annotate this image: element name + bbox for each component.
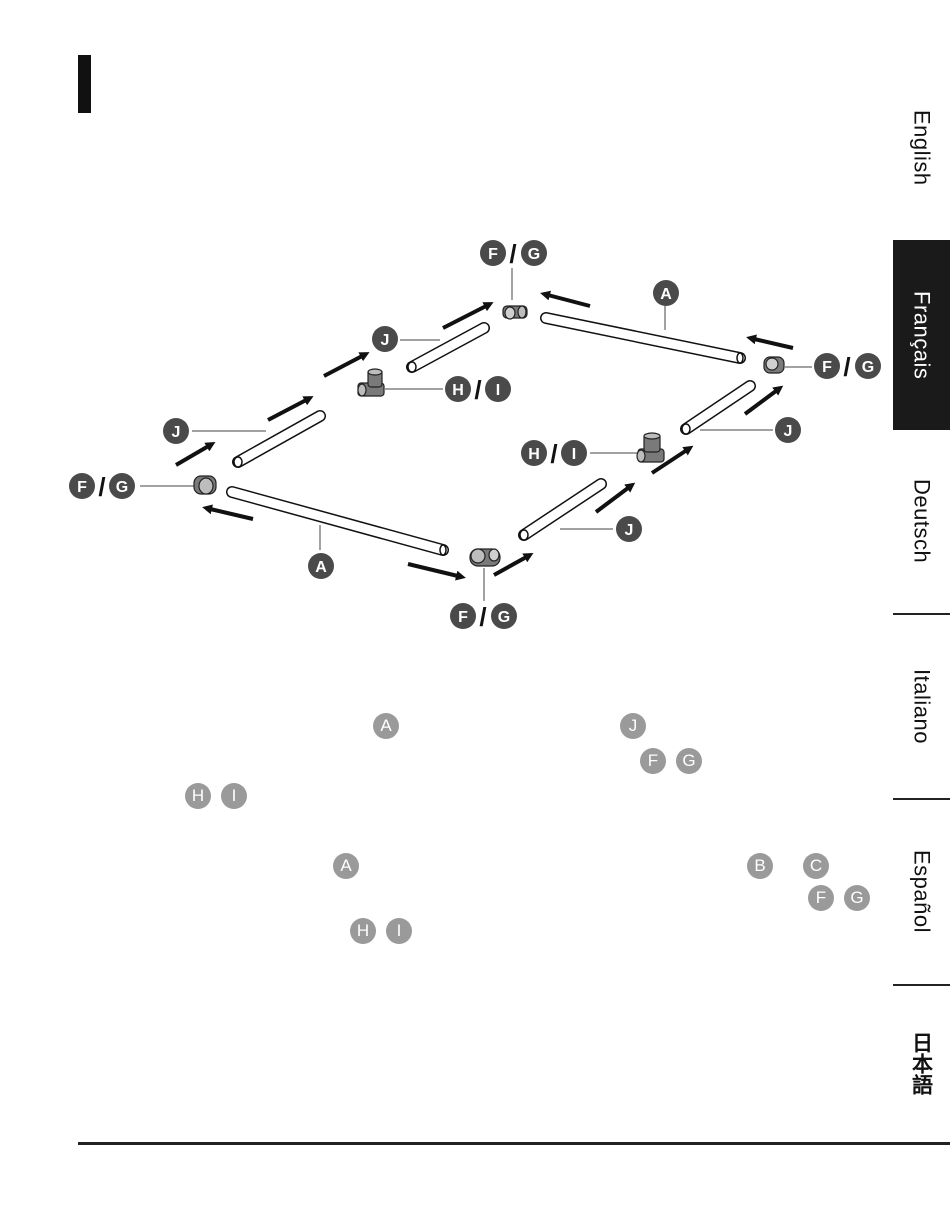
assembly-arrow bbox=[594, 482, 636, 514]
tube-j-upper bbox=[406, 322, 490, 373]
part-ref-h: H bbox=[350, 918, 376, 944]
callout-a-bottom: A bbox=[308, 553, 334, 579]
tee-fitting-right bbox=[636, 432, 665, 463]
assembly-arrow bbox=[323, 352, 370, 378]
assembly-arrow bbox=[174, 441, 216, 467]
badge-slash: / bbox=[843, 352, 850, 382]
language-tab-label: English bbox=[909, 109, 935, 186]
badge-letter: H bbox=[452, 382, 464, 399]
part-ref-h: H bbox=[185, 783, 211, 809]
callout-j-right-lower: J bbox=[616, 516, 642, 542]
badge-letter: F bbox=[77, 479, 87, 496]
language-tab-italiano[interactable]: Italiano bbox=[893, 615, 950, 798]
callout-fg-left: F / G bbox=[69, 472, 135, 502]
divider bbox=[893, 798, 950, 800]
part-ref-j: J bbox=[620, 713, 646, 739]
part-ref-c: C bbox=[803, 853, 829, 879]
language-tab-label: Deutsch bbox=[909, 479, 935, 564]
callout-hi-upper: H / I bbox=[445, 375, 511, 405]
tube-j-right-lower bbox=[518, 478, 607, 541]
assembly-arrow bbox=[540, 290, 591, 308]
badge-letter: I bbox=[496, 382, 500, 399]
tube-j-left bbox=[232, 410, 326, 468]
footer-rule bbox=[78, 1142, 950, 1145]
language-tab-label: Italiano bbox=[909, 669, 935, 744]
part-ref-g: G bbox=[676, 748, 702, 774]
badge-letter: H bbox=[528, 446, 540, 463]
assembly-arrow bbox=[650, 445, 694, 475]
assembly-arrow bbox=[442, 302, 494, 330]
step-marker-bar bbox=[78, 55, 91, 113]
assembly-arrow bbox=[407, 562, 466, 581]
divider bbox=[893, 984, 950, 986]
assembly-arrow bbox=[746, 334, 794, 350]
callout-fg-right: F / G bbox=[814, 352, 881, 382]
badge-letter: F bbox=[488, 246, 498, 263]
language-tab-espanol[interactable]: Español bbox=[893, 800, 950, 984]
language-tab-english[interactable]: English bbox=[893, 55, 950, 240]
language-tab-deutsch[interactable]: Deutsch bbox=[893, 430, 950, 613]
corner-fitting-top bbox=[502, 305, 528, 320]
corner-fitting-right bbox=[763, 356, 785, 374]
language-sidebar: English Français Deutsch Italiano Españo… bbox=[893, 55, 950, 1145]
callout-j-left: J bbox=[163, 418, 189, 444]
badge-letter: I bbox=[572, 446, 576, 463]
part-ref-a: A bbox=[373, 713, 399, 739]
badge-letter: G bbox=[862, 359, 874, 376]
badge-slash: / bbox=[550, 439, 557, 469]
assembly-arrow bbox=[493, 553, 534, 577]
part-ref-f: F bbox=[640, 748, 666, 774]
part-ref-i: I bbox=[386, 918, 412, 944]
tee-fitting-upper bbox=[357, 368, 385, 397]
language-tab-japanese[interactable]: 日本語 bbox=[893, 986, 950, 1141]
badge-letter: J bbox=[172, 424, 181, 441]
tube-j-right-upper bbox=[680, 380, 756, 435]
badge-letter: J bbox=[625, 522, 634, 539]
corner-fitting-bottom bbox=[469, 548, 501, 567]
badge-letter: F bbox=[458, 609, 468, 626]
badge-slash: / bbox=[509, 239, 516, 269]
badge-slash: / bbox=[98, 472, 105, 502]
tube-a-top bbox=[540, 312, 746, 364]
language-tab-label: 日本語 bbox=[909, 1032, 934, 1095]
callout-a-top: A bbox=[653, 280, 679, 306]
language-tab-label: Français bbox=[909, 290, 935, 380]
badge-letter: J bbox=[784, 423, 793, 440]
part-ref-g: G bbox=[844, 885, 870, 911]
callout-hi-right: H / I bbox=[521, 439, 587, 469]
assembly-arrow bbox=[267, 396, 314, 422]
badge-letter: G bbox=[498, 609, 510, 626]
part-ref-i: I bbox=[221, 783, 247, 809]
assembly-arrow bbox=[202, 504, 254, 521]
language-tab-label: Español bbox=[909, 850, 935, 934]
badge-letter: A bbox=[315, 559, 327, 576]
tube-a-bottom bbox=[226, 486, 449, 556]
part-ref-b: B bbox=[747, 853, 773, 879]
badge-letter: F bbox=[822, 359, 832, 376]
callout-j-upper: J bbox=[372, 326, 398, 352]
badge-slash: / bbox=[479, 602, 486, 632]
part-ref-a: A bbox=[333, 853, 359, 879]
badge-letter: G bbox=[528, 246, 540, 263]
badge-letter: G bbox=[116, 479, 128, 496]
callout-fg-bottom: F / G bbox=[450, 602, 517, 632]
divider bbox=[893, 613, 950, 615]
part-ref-f: F bbox=[808, 885, 834, 911]
corner-fitting-left bbox=[193, 475, 217, 495]
assembly-arrow bbox=[743, 385, 784, 416]
badge-letter: A bbox=[660, 286, 672, 303]
language-tab-francais[interactable]: Français bbox=[893, 240, 950, 430]
callout-fg-top: F / G bbox=[480, 239, 547, 269]
badge-letter: J bbox=[381, 332, 390, 349]
badge-slash: / bbox=[474, 375, 481, 405]
callout-j-right-upper: J bbox=[775, 417, 801, 443]
